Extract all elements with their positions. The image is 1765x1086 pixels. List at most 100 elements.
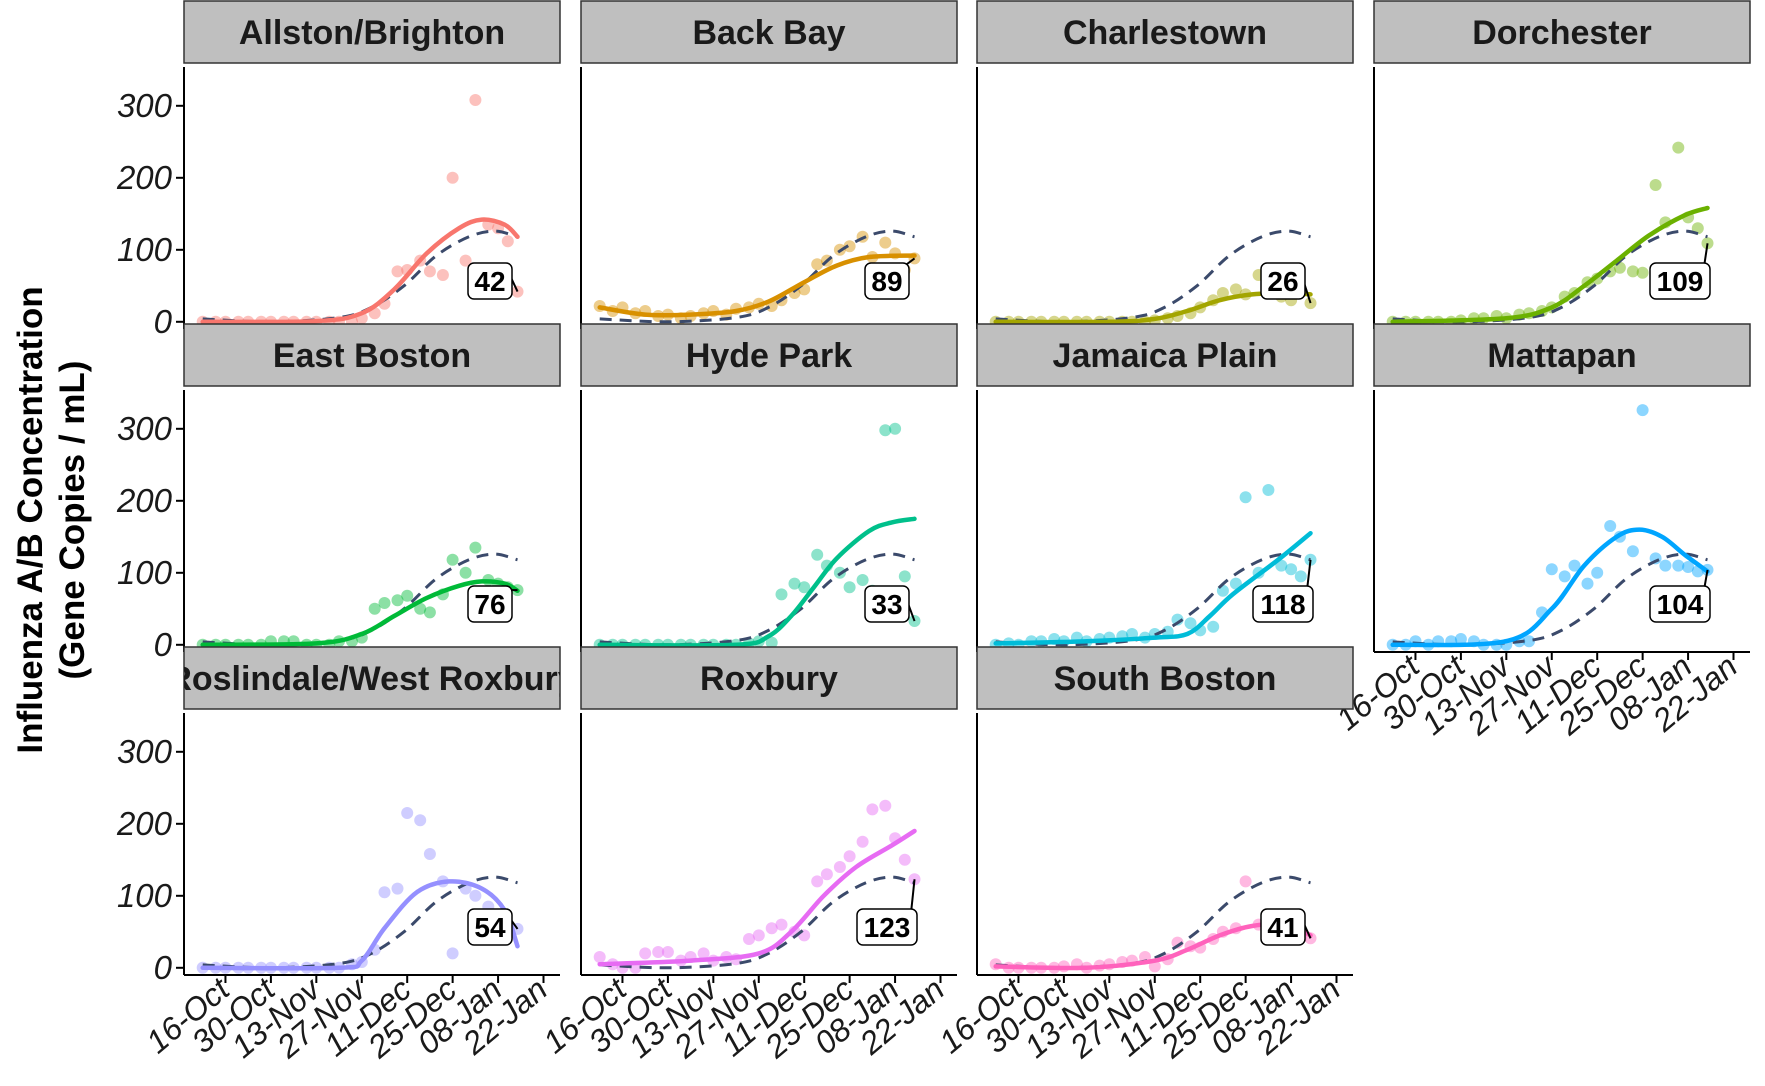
- data-point: [857, 836, 869, 848]
- data-point: [821, 868, 833, 880]
- y-axis-title-line1: Influenza A/B Concentration: [11, 286, 50, 753]
- data-point: [1305, 297, 1317, 309]
- data-point: [776, 588, 788, 600]
- data-point: [811, 549, 823, 561]
- data-point: [469, 890, 481, 902]
- data-point: [899, 570, 911, 582]
- data-point: [879, 237, 891, 249]
- data-point: [1559, 570, 1571, 582]
- data-point: [1240, 875, 1252, 887]
- data-point: [594, 951, 606, 963]
- data-point: [401, 590, 413, 602]
- data-point: [844, 850, 856, 862]
- value-label: 89: [871, 266, 902, 297]
- data-point: [469, 94, 481, 106]
- data-point: [811, 875, 823, 887]
- value-label: 109: [1657, 266, 1704, 297]
- y-tick-label: 200: [116, 805, 173, 842]
- data-point: [1546, 563, 1558, 575]
- data-point: [447, 172, 459, 184]
- facet-panel: Jamaica Plain 118: [977, 324, 1353, 652]
- data-point: [753, 929, 765, 941]
- value-label: 104: [1657, 589, 1704, 620]
- y-tick-label: 0: [154, 303, 173, 340]
- data-point: [1582, 578, 1594, 590]
- y-axis-title-line2: (Gene Copies / mL): [53, 361, 92, 680]
- data-point: [834, 861, 846, 873]
- data-point: [437, 269, 449, 281]
- facet-panel: Charlestown 26: [977, 1, 1353, 329]
- y-tick-label: 100: [117, 877, 173, 914]
- data-point: [1659, 560, 1671, 572]
- facet-strip-label: Back Bay: [692, 14, 845, 52]
- data-point: [379, 597, 391, 609]
- y-tick-label: 300: [117, 87, 173, 124]
- data-point: [424, 606, 436, 618]
- facet-panel: Back Bay 89: [581, 1, 957, 329]
- data-point: [889, 423, 901, 435]
- data-point: [1672, 142, 1684, 154]
- data-point: [1591, 567, 1603, 579]
- y-tick-label: 200: [116, 482, 173, 519]
- data-point: [1604, 520, 1616, 532]
- data-point: [401, 807, 413, 819]
- facet-panel: Roxbury16-Oct30-Oct13-Nov27-Nov11-Dec25-…: [536, 647, 957, 1065]
- data-point: [639, 947, 651, 959]
- facet-panel: South Boston16-Oct30-Oct13-Nov27-Nov11-D…: [932, 647, 1353, 1065]
- value-label: 33: [871, 589, 902, 620]
- value-label: 123: [864, 912, 911, 943]
- data-point: [1637, 267, 1649, 279]
- data-point: [1262, 484, 1274, 496]
- data-point: [879, 800, 891, 812]
- value-label: 26: [1267, 266, 1298, 297]
- y-tick-label: 300: [117, 733, 173, 770]
- facet-panel: Hyde Park 33: [581, 324, 957, 652]
- facet-strip-label: Dorchester: [1472, 14, 1652, 52]
- facet-strip-label: South Boston: [1054, 660, 1277, 698]
- data-point: [899, 854, 911, 866]
- data-point: [447, 947, 459, 959]
- facet-strip-label: East Boston: [273, 337, 471, 375]
- facet-panel: Roslindale/West Roxbury010020030016-Oct3…: [116, 647, 577, 1065]
- data-point: [447, 554, 459, 566]
- data-point: [502, 235, 514, 247]
- y-tick-label: 100: [117, 554, 173, 591]
- data-point: [460, 567, 472, 579]
- data-point: [469, 542, 481, 554]
- facet-strip-label: Jamaica Plain: [1053, 337, 1278, 375]
- data-point: [866, 803, 878, 815]
- data-point: [1637, 404, 1649, 416]
- data-point: [512, 286, 524, 298]
- data-point: [424, 848, 436, 860]
- facet-strip-label: Roslindale/West Roxbury: [167, 660, 576, 698]
- data-point: [1295, 570, 1307, 582]
- data-point: [857, 574, 869, 586]
- facet-strip-label: Charlestown: [1063, 14, 1267, 52]
- facet-strip-label: Hyde Park: [686, 337, 852, 375]
- y-tick-label: 300: [117, 410, 173, 447]
- y-tick-label: 100: [117, 231, 173, 268]
- facet-panel: Dorchester 109: [1374, 1, 1750, 329]
- facet-strip-label: Mattapan: [1487, 337, 1636, 375]
- y-tick-label: 0: [154, 626, 173, 663]
- value-label: 42: [474, 266, 505, 297]
- data-point: [662, 946, 674, 958]
- value-label: 118: [1260, 589, 1305, 620]
- data-point: [1650, 179, 1662, 191]
- facet-strip-label: Allston/Brighton: [239, 14, 505, 52]
- data-point: [392, 883, 404, 895]
- data-point: [1627, 545, 1639, 557]
- facet-strip-label: Roxbury: [700, 660, 838, 698]
- data-point: [844, 581, 856, 593]
- facet-panel: Mattapan16-Oct30-Oct13-Nov27-Nov11-Dec25…: [1329, 324, 1750, 742]
- data-point: [1207, 621, 1219, 633]
- data-point: [424, 265, 436, 277]
- data-point: [1285, 563, 1297, 575]
- y-axis-title: Influenza A/B Concentration (Gene Copies…: [11, 286, 92, 753]
- value-label: 41: [1267, 912, 1298, 943]
- data-point: [379, 886, 391, 898]
